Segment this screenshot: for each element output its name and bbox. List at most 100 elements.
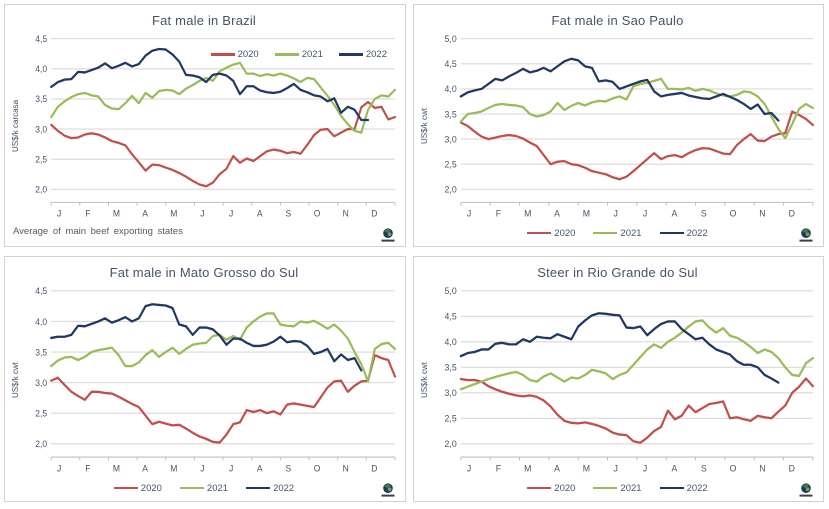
- svg-text:3,5: 3,5: [35, 94, 47, 104]
- legend-label-2021: 2021: [206, 482, 229, 494]
- svg-text:4,5: 4,5: [445, 59, 457, 69]
- svg-text:4,5: 4,5: [35, 34, 47, 44]
- plot-area-brazil: 4,5 4,0 3,5 3,0 2,5 2,0 J F M A M J J A S O N D: [35, 34, 397, 219]
- svg-text:J: J: [200, 208, 204, 218]
- svg-text:N: N: [759, 463, 765, 473]
- legend-swatch-2021: [593, 231, 618, 235]
- chart-panel-brazil: Fat male in Brazil US$/k carcasa 4,5 4,0 3…: [4, 4, 406, 247]
- svg-text:M: M: [113, 208, 120, 218]
- legend-item-2021: 2021: [593, 227, 642, 239]
- chart-body: US$/k cwt 4,5 4,0 3,5 3,0 2,5 2,0 J F M A M J J A S O N D: [9, 282, 399, 477]
- publisher-logo-icon: [799, 483, 813, 497]
- svg-text:M: M: [170, 463, 177, 473]
- svg-text:F: F: [496, 208, 502, 218]
- svg-text:M: M: [524, 208, 531, 218]
- svg-text:F: F: [85, 208, 91, 218]
- svg-text:A: A: [257, 208, 263, 218]
- svg-text:O: O: [730, 463, 737, 473]
- svg-text:J: J: [229, 208, 233, 218]
- legend-label-2021: 2021: [620, 227, 642, 239]
- svg-text:A: A: [671, 208, 677, 218]
- svg-text:J: J: [643, 463, 647, 473]
- svg-text:J: J: [614, 463, 618, 473]
- chart-body: US$/k carcasa 4,5 4,0 3,5 3,0 2,5 2,0 J F M A M J J A…: [9, 30, 399, 222]
- panel-footer: 2020 2021 2022: [418, 477, 817, 499]
- svg-text:M: M: [113, 463, 120, 473]
- legend-label-2020: 2020: [237, 49, 259, 60]
- svg-text:4,5: 4,5: [445, 311, 457, 321]
- svg-text:D: D: [789, 463, 796, 473]
- legend-item-2022: 2022: [659, 227, 708, 239]
- svg-text:3,0: 3,0: [445, 388, 457, 398]
- svg-text:M: M: [583, 463, 590, 473]
- legend-label-2022: 2022: [686, 227, 708, 239]
- plot-area-sao-paulo: 5,0 4,5 4,0 3,5 3,0 2,5 2,0 J F M A M J J A S O N D: [445, 34, 814, 219]
- legend-label-2022: 2022: [365, 49, 387, 60]
- legend-item-2022: 2022: [659, 483, 708, 494]
- svg-text:S: S: [701, 463, 707, 473]
- svg-text:F: F: [85, 463, 91, 473]
- publisher-logo-icon: [381, 483, 395, 497]
- panel-footer: 2020 2021 2022: [9, 477, 399, 499]
- svg-text:F: F: [496, 463, 502, 473]
- svg-text:A: A: [671, 463, 678, 473]
- y-axis-label: US$/k carcasa: [11, 99, 20, 153]
- svg-text:2,0: 2,0: [445, 184, 457, 194]
- svg-text:J: J: [200, 463, 204, 473]
- y-axis-label: US$/k cwt: [420, 108, 429, 145]
- plot-area-mato-grosso: 4,5 4,0 3,5 3,0 2,5 2,0 J F M A M J J A S O N D: [35, 286, 397, 474]
- legend-sao-paulo: 2020 2021 2022: [418, 222, 817, 244]
- svg-text:A: A: [142, 208, 148, 218]
- legend-item-2020: 2020: [527, 483, 575, 494]
- legend-swatch-2020: [210, 53, 235, 56]
- svg-text:5,0: 5,0: [445, 34, 457, 44]
- svg-text:2,5: 2,5: [445, 159, 457, 169]
- legend-rio-grande: 2020 2021 2022: [418, 477, 817, 499]
- legend-item-2020: 2020: [210, 49, 259, 60]
- legend-item-2022: 2022: [338, 49, 387, 60]
- svg-text:O: O: [730, 208, 737, 218]
- plot-area-rio-grande: 5,0 4,5 4,0 3,5 3,0 2,5 2,0 J F M A M J J A S O N D: [445, 286, 814, 474]
- y-axis-label: US$/k cwt: [11, 361, 20, 398]
- svg-text:2,5: 2,5: [35, 408, 47, 418]
- legend-label-2020: 2020: [140, 482, 162, 494]
- svg-text:A: A: [257, 463, 263, 473]
- svg-text:3,5: 3,5: [35, 347, 47, 357]
- svg-text:J: J: [614, 208, 618, 218]
- svg-text:N: N: [343, 463, 349, 473]
- svg-text:M: M: [583, 208, 590, 218]
- legend-label-2022: 2022: [273, 482, 295, 494]
- legend-brazil: 2020 2021 2022: [210, 49, 387, 60]
- legend-swatch-2021: [274, 53, 299, 56]
- legend-mato-grosso: 2020 2021 2022: [9, 477, 399, 499]
- svg-text:2,0: 2,0: [445, 439, 457, 449]
- legend-swatch-2022: [246, 486, 271, 490]
- svg-text:3,0: 3,0: [35, 378, 47, 388]
- svg-text:N: N: [759, 208, 765, 218]
- chart-title: Fat male in Mato Grosso do Sul: [109, 265, 299, 280]
- svg-text:D: D: [371, 463, 378, 473]
- svg-text:J: J: [467, 208, 471, 218]
- chart-panel-rio-grande-do-sul: Steer in Rio Grande do Sul US$/k cwt 5,0…: [413, 256, 824, 502]
- svg-text:A: A: [554, 208, 560, 218]
- legend-swatch-2020: [527, 486, 552, 490]
- svg-text:3,5: 3,5: [445, 362, 457, 372]
- legend-swatch-2020: [527, 231, 552, 235]
- legend-swatch-2020: [113, 486, 138, 490]
- svg-text:4,0: 4,0: [35, 64, 47, 74]
- svg-text:D: D: [371, 208, 377, 218]
- svg-text:M: M: [524, 463, 531, 473]
- svg-text:S: S: [286, 463, 292, 473]
- legend-item-2022: 2022: [246, 483, 294, 494]
- legend-label-2021: 2021: [301, 49, 323, 60]
- svg-text:5,0: 5,0: [445, 286, 457, 296]
- svg-text:3,0: 3,0: [445, 134, 457, 144]
- chart-panel-sao-paulo: Fat male in Sao Paulo US$/k cwt 5,0 4,5 4,…: [413, 4, 824, 247]
- svg-text:A: A: [554, 463, 561, 473]
- legend-item-2021: 2021: [593, 483, 642, 494]
- legend-swatch-2021: [179, 486, 204, 490]
- panel-footer: 2020 2021 2022: [418, 222, 817, 244]
- chart-panel-mato-grosso-do-sul: Fat male in Mato Grosso do Sul US$/k cwt…: [4, 256, 406, 502]
- svg-text:2,5: 2,5: [445, 413, 457, 423]
